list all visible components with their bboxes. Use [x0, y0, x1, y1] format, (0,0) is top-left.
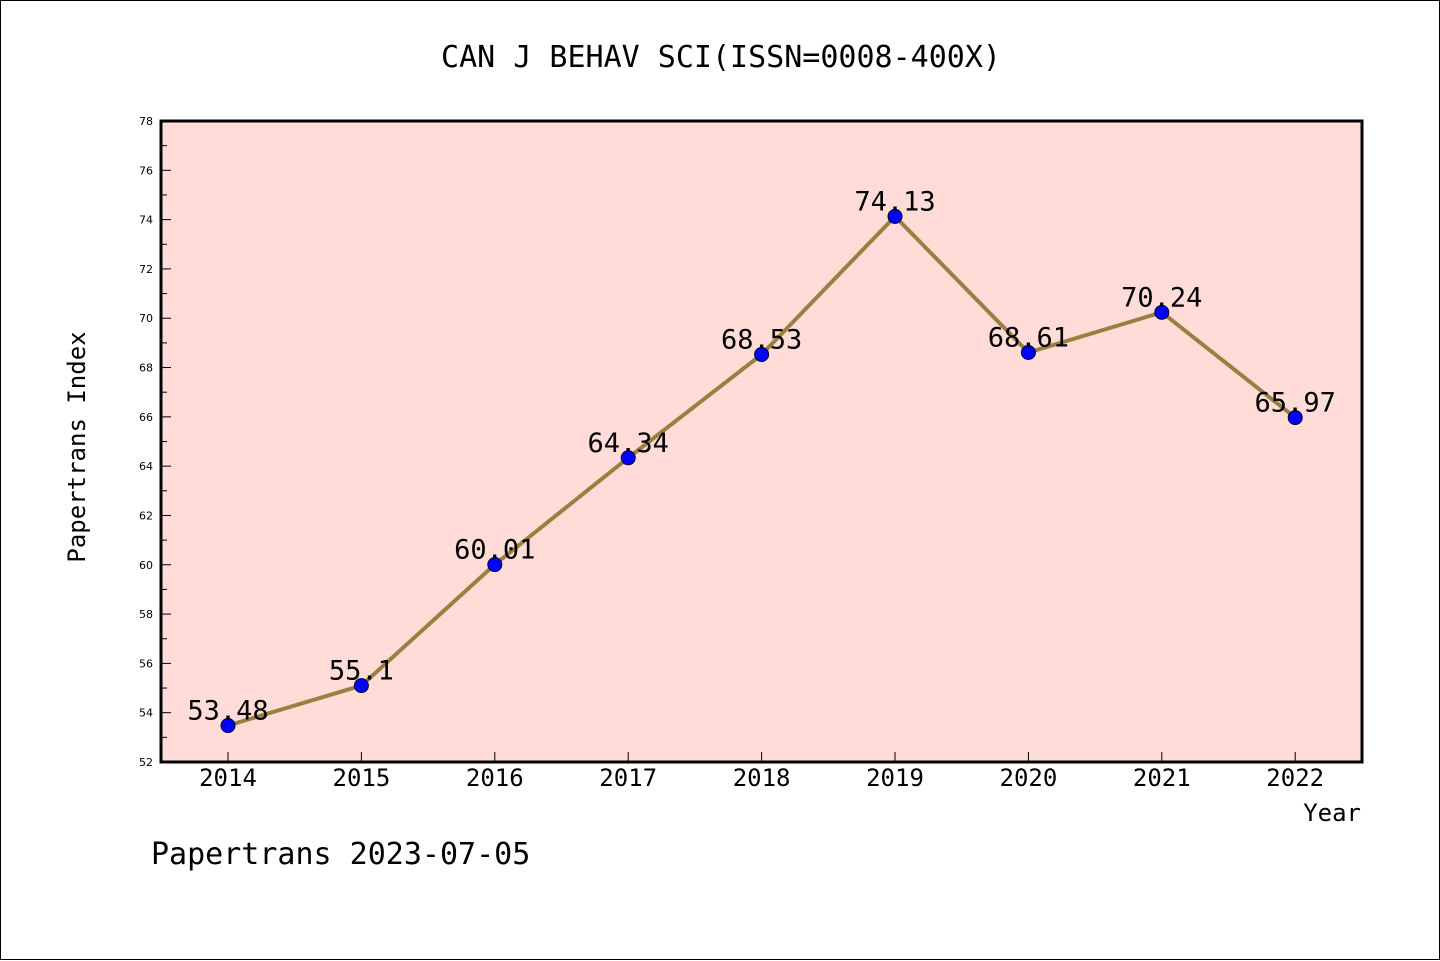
data-point-marker	[353, 678, 369, 694]
data-point-marker	[620, 450, 636, 466]
data-labels: 53.48 55.1 60.01 64.34 68.53 74.13 68.61 70.24 6…	[187, 186, 1335, 726]
y-tick-label: 68	[139, 362, 153, 375]
y-tick-label: 62	[139, 509, 153, 522]
y-tick-label: 52	[139, 756, 153, 769]
x-tick-label: 2020	[1000, 764, 1058, 792]
data-value-label: 68.61	[988, 322, 1069, 353]
data-value-label: 55.1	[329, 656, 394, 687]
data-point-marker	[1154, 304, 1170, 320]
data-value-label: 70.24	[1121, 282, 1202, 313]
data-point-marker	[887, 208, 903, 224]
x-axis-title: Year	[1303, 799, 1361, 827]
data-point-marker	[220, 718, 236, 734]
x-axis: 2014 2015 2016 2017 2018 2019 2020 2021 2022	[199, 752, 1324, 792]
y-tick-label: 78	[139, 115, 153, 128]
data-value-label: 74.13	[854, 186, 935, 217]
y-tick-label: 60	[139, 559, 153, 572]
data-value-label: 60.01	[454, 535, 535, 566]
y-axis: 52 54 56 58 60 62 64 66 68 70 72 74 76 78	[139, 115, 171, 769]
footer-date-stamp: Papertrans 2023-07-05	[151, 837, 530, 872]
x-tick-label: 2021	[1133, 764, 1191, 792]
data-point-marker	[1020, 344, 1036, 360]
x-tick-label: 2016	[466, 764, 524, 792]
data-point-marker	[487, 557, 503, 573]
y-axis-title: Papertrans Index	[63, 331, 91, 562]
data-series	[220, 208, 1303, 734]
y-tick-label: 56	[139, 657, 153, 670]
x-tick-label: 2019	[866, 764, 924, 792]
x-tick-label: 2022	[1266, 764, 1324, 792]
chart-title: CAN J BEHAV SCI(ISSN=0008-400X)	[441, 40, 1001, 75]
data-value-label: 65.97	[1255, 388, 1336, 419]
x-tick-label: 2018	[733, 764, 791, 792]
y-tick-label: 76	[139, 164, 153, 177]
x-tick-label: 2015	[333, 764, 391, 792]
y-tick-label: 58	[139, 608, 153, 621]
data-value-label: 68.53	[721, 324, 802, 355]
x-tick-label: 2014	[199, 764, 257, 792]
plot-area	[161, 121, 1362, 762]
data-point-marker	[1287, 410, 1303, 426]
data-value-label: 64.34	[588, 428, 669, 459]
y-tick-label: 54	[139, 707, 153, 720]
data-point-marker	[754, 346, 770, 362]
y-tick-label: 70	[139, 312, 153, 325]
plot-border	[159, 119, 1364, 764]
y-tick-label: 66	[139, 411, 153, 424]
y-tick-label: 64	[139, 460, 153, 473]
data-value-label: 53.48	[187, 696, 268, 727]
y-tick-label: 72	[139, 263, 153, 276]
x-tick-label: 2017	[599, 764, 657, 792]
y-tick-label: 74	[139, 214, 153, 227]
